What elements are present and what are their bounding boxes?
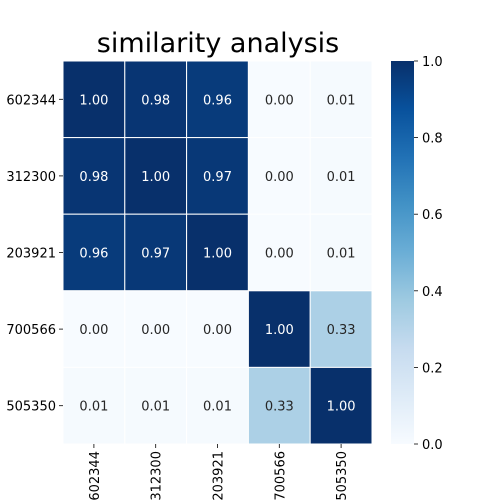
cell-value-label: 0.98 bbox=[141, 93, 170, 108]
colorbar-tick-label: 0.8 bbox=[422, 132, 443, 147]
heatmap-cell bbox=[124, 213, 188, 292]
cell-value-label: 1.00 bbox=[203, 247, 232, 262]
cell-value-label: 0.96 bbox=[79, 247, 108, 262]
cell-value-label: 0.33 bbox=[327, 323, 356, 338]
row-tick-label: 203921 bbox=[6, 247, 56, 262]
colorbar bbox=[391, 61, 414, 444]
heatmap-cell bbox=[124, 290, 188, 368]
cell-value-label: 1.00 bbox=[327, 400, 356, 415]
cell-value-label: 0.33 bbox=[265, 400, 294, 415]
cell-value-label: 0.98 bbox=[79, 170, 108, 185]
heatmap-cell bbox=[309, 213, 373, 292]
heatmap-cell bbox=[186, 137, 249, 215]
cell-value-label: 1.00 bbox=[79, 93, 108, 108]
cell-value-label: 0.00 bbox=[265, 247, 294, 262]
column-tick-label: 700566 bbox=[273, 451, 288, 500]
heatmap-cell bbox=[62, 60, 126, 139]
cell-value-label: 0.97 bbox=[141, 247, 170, 262]
cell-value-label: 0.00 bbox=[265, 93, 294, 108]
heatmap-cell bbox=[309, 366, 373, 445]
cell-value-label: 1.00 bbox=[141, 170, 170, 185]
cell-value-label: 0.01 bbox=[327, 170, 356, 185]
cell-value-label: 0.97 bbox=[203, 170, 232, 185]
heatmap-cell bbox=[309, 290, 373, 368]
heatmap-cell bbox=[62, 137, 126, 215]
column-tick-label: 312300 bbox=[150, 451, 165, 500]
row-tick-labels: 602344 312300 203921 700566 505350 bbox=[6, 93, 63, 415]
heatmap-cell bbox=[186, 290, 249, 368]
cell-value-label: 0.00 bbox=[203, 323, 232, 338]
heatmap-cell bbox=[309, 137, 373, 215]
heatmap-cell bbox=[62, 366, 126, 445]
cell-value-label: 1.00 bbox=[265, 323, 294, 338]
row-tick-label: 602344 bbox=[6, 93, 56, 108]
colorbar-tick-label: 1.0 bbox=[422, 55, 443, 70]
colorbar-tick-label: 0.2 bbox=[422, 361, 443, 376]
row-tick-label: 312300 bbox=[6, 170, 56, 185]
heatmap-cell bbox=[124, 366, 188, 445]
cell-value-label: 0.96 bbox=[203, 93, 232, 108]
heatmap-cell bbox=[124, 60, 188, 139]
colorbar-tick-label: 0.0 bbox=[422, 438, 443, 453]
column-tick-label: 203921 bbox=[212, 451, 227, 500]
column-tick-label: 505350 bbox=[335, 451, 350, 500]
cell-value-label: 0.01 bbox=[327, 93, 356, 108]
heatmap-cell bbox=[247, 213, 311, 292]
heatmap-cell bbox=[186, 366, 249, 445]
heatmap-cell bbox=[186, 60, 249, 139]
chart-title: similarity analysis bbox=[97, 28, 340, 59]
heatmap-cell bbox=[247, 60, 311, 139]
heatmap-cell bbox=[247, 290, 311, 368]
cell-value-label: 0.01 bbox=[79, 400, 108, 415]
cell-value-label: 0.00 bbox=[265, 170, 294, 185]
cell-value-label: 0.00 bbox=[79, 323, 108, 338]
cell-value-label: 0.01 bbox=[203, 400, 232, 415]
colorbar-tick-label: 0.4 bbox=[422, 285, 443, 300]
cell-value-label: 0.00 bbox=[141, 323, 170, 338]
colorbar-tick-label: 0.6 bbox=[422, 208, 443, 223]
cell-value-label: 0.01 bbox=[141, 400, 170, 415]
row-tick-label: 505350 bbox=[6, 400, 56, 415]
column-tick-label: 602344 bbox=[88, 451, 103, 500]
colorbar-ticks: 0.0 0.2 0.4 0.6 0.8 1.0 bbox=[414, 55, 443, 453]
column-tick-labels: 602344 312300 203921 700566 505350 bbox=[88, 444, 350, 500]
row-tick-label: 700566 bbox=[6, 323, 56, 338]
heatmap-cells: 1.00 0.98 0.96 0.00 0.01 0.98 1.00 0.97 0.00 0.01… bbox=[62, 60, 373, 445]
cell-value-label: 0.01 bbox=[327, 247, 356, 262]
